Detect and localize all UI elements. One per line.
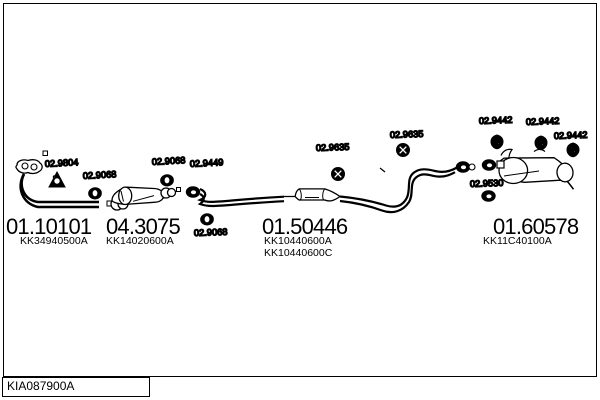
svg-text:02.9442: 02.9442 [526,116,560,127]
svg-text:02.9635: 02.9635 [390,129,424,140]
svg-text:02.9449: 02.9449 [190,157,224,169]
svg-text:02.9068: 02.9068 [194,227,228,238]
svg-text:02.9442: 02.9442 [479,115,513,126]
svg-text:02.9442: 02.9442 [554,130,588,141]
svg-text:02.9068: 02.9068 [152,155,186,167]
svg-text:02.9530: 02.9530 [470,178,504,189]
svg-text:02.9068: 02.9068 [83,169,117,181]
svg-text:02.9804: 02.9804 [45,157,79,169]
svg-text:02.9635: 02.9635 [316,142,350,153]
